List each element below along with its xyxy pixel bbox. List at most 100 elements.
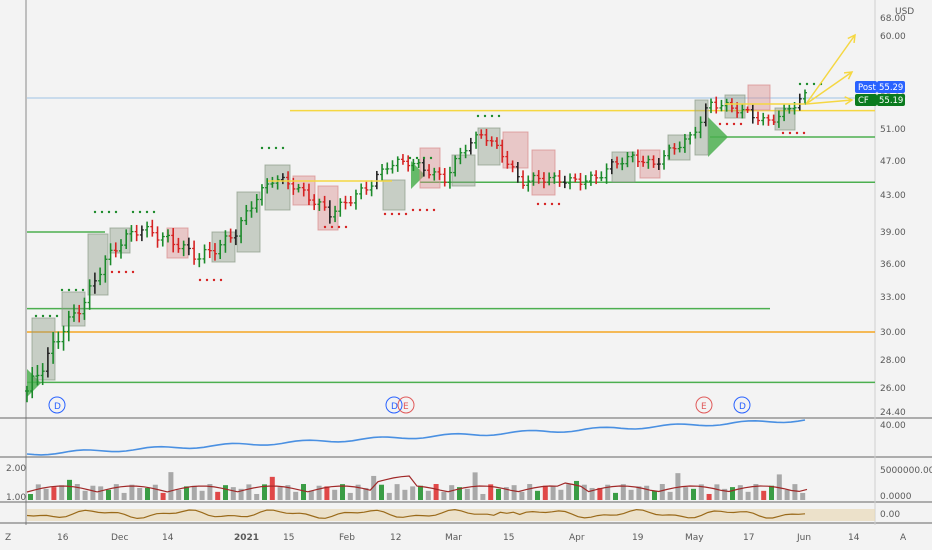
event-marker-circle[interactable]	[48, 396, 66, 414]
bull-range-box	[211, 231, 236, 263]
event-marker-letter[interactable]: D	[54, 402, 61, 412]
volume-bar	[43, 488, 49, 500]
signal-dot	[408, 156, 412, 160]
signal-dot	[725, 122, 729, 126]
time-tick-label[interactable]: Feb	[339, 533, 355, 543]
bear-range-box	[419, 147, 441, 189]
signal-dot	[550, 202, 554, 206]
event-marker-circle[interactable]	[695, 396, 713, 414]
volume-bar	[223, 485, 228, 500]
volume-bar	[550, 486, 556, 500]
price-tick-label[interactable]: 39.00	[880, 228, 906, 238]
price-tick-label[interactable]: 24.40	[880, 408, 906, 418]
time-tick-label[interactable]: 14	[848, 533, 860, 543]
signal-dot	[432, 208, 436, 212]
volume-bar	[98, 486, 104, 500]
volume-bar	[574, 480, 579, 500]
projection-arrow-head	[844, 96, 854, 106]
signal-dot	[798, 82, 802, 86]
signal-dot	[411, 208, 415, 212]
volume-left-tick: 1.00	[6, 493, 26, 503]
candles-layer	[25, 89, 807, 403]
volume-bar	[254, 493, 260, 500]
signal-dot	[205, 278, 209, 282]
price-tick-label[interactable]: 60.00	[880, 32, 906, 42]
event-marker-letter[interactable]: D	[391, 402, 398, 412]
volume-right-tick: 5000000.000	[880, 466, 932, 476]
price-tick-label[interactable]: 28.00	[880, 356, 906, 366]
signal-dots-layer	[34, 82, 823, 318]
time-tick-label[interactable]: May	[685, 533, 704, 543]
signal-dot	[198, 278, 202, 282]
price-tick-label[interactable]: 36.00	[880, 260, 906, 270]
time-tick-label[interactable]: 17	[743, 533, 754, 543]
time-tick-label[interactable]: 19	[632, 533, 644, 543]
time-tick-label[interactable]: 14	[162, 533, 174, 543]
volume-bar	[769, 485, 774, 500]
bull-range-box	[477, 127, 501, 166]
signal-dot	[543, 202, 547, 206]
volume-bar	[605, 484, 611, 500]
volume-bar	[324, 486, 330, 500]
price-tick-label[interactable]: 30.00	[880, 328, 906, 338]
price-tick-label[interactable]: 47.00	[880, 157, 906, 167]
signal-dot	[60, 288, 64, 292]
event-marker-circle[interactable]	[733, 396, 751, 414]
time-tick-label[interactable]: 16	[57, 533, 69, 543]
footer-right-letter[interactable]: A	[900, 533, 907, 543]
volume-bar	[113, 484, 119, 500]
signal-dot	[93, 210, 97, 214]
time-axis[interactable]: 16 Dec 14 2021 15 Feb 12 Mar 15 Apr 19 May 17 Jun 14	[57, 533, 860, 543]
volume-bar	[332, 489, 338, 500]
signal-dot	[739, 122, 743, 126]
event-marker-circle[interactable]	[385, 396, 403, 414]
signal-dot	[124, 270, 128, 274]
price-tick-label[interactable]: 68.00	[880, 14, 906, 24]
signal-dot	[788, 131, 792, 135]
price-tick-label[interactable]: 51.00	[880, 125, 906, 135]
price-tick-label[interactable]: 33.00	[880, 293, 906, 303]
event-marker-circle[interactable]	[397, 396, 415, 414]
time-tick-label[interactable]: Apr	[569, 533, 585, 543]
volume-bar	[581, 484, 587, 500]
time-tick-label[interactable]: 12	[390, 533, 401, 543]
volume-bar	[558, 489, 564, 500]
price-axis[interactable]: 68.0060.0055.0051.0047.0043.0039.0036.00…	[880, 7, 914, 418]
price-tick-label[interactable]: 43.00	[880, 191, 906, 201]
bear-range-box	[166, 227, 189, 259]
signal-dot	[281, 146, 285, 150]
signal-dot	[100, 210, 104, 214]
volume-bar	[457, 487, 462, 500]
price-tick-label[interactable]: 26.00	[880, 384, 906, 394]
time-tick-label[interactable]: 15	[503, 533, 514, 543]
event-marker-letter[interactable]: D	[739, 402, 746, 412]
volume-bar	[160, 492, 166, 500]
time-tick-label[interactable]: 15	[283, 533, 294, 543]
event-marker-letter[interactable]: E	[701, 402, 707, 412]
signal-dot	[805, 82, 809, 86]
projection-arrow-line	[805, 71, 853, 105]
signal-dot	[536, 202, 540, 206]
time-tick-label[interactable]: 2021	[234, 533, 259, 543]
price-pill-value-bg	[877, 81, 905, 93]
signal-dot	[404, 212, 408, 216]
volume-bar	[145, 487, 150, 500]
volume-bar	[28, 494, 33, 500]
volume-bar	[784, 489, 790, 500]
signal-dot	[422, 156, 426, 160]
time-tick-label[interactable]: Jun	[796, 533, 811, 543]
signal-dot	[397, 212, 401, 216]
time-tick-label[interactable]: Mar	[445, 533, 462, 543]
volume-bar	[519, 491, 525, 500]
event-marker-letter[interactable]: E	[403, 402, 409, 412]
time-tick-label[interactable]: Dec	[111, 533, 128, 543]
price-pill-name: Post	[858, 83, 876, 93]
signal-dot	[781, 131, 785, 135]
signal-dot	[497, 114, 501, 118]
volume-bar	[363, 487, 369, 500]
volume-bar	[277, 487, 283, 500]
footer-left-letter[interactable]: Z	[5, 533, 11, 543]
bull-range-box	[451, 154, 476, 187]
